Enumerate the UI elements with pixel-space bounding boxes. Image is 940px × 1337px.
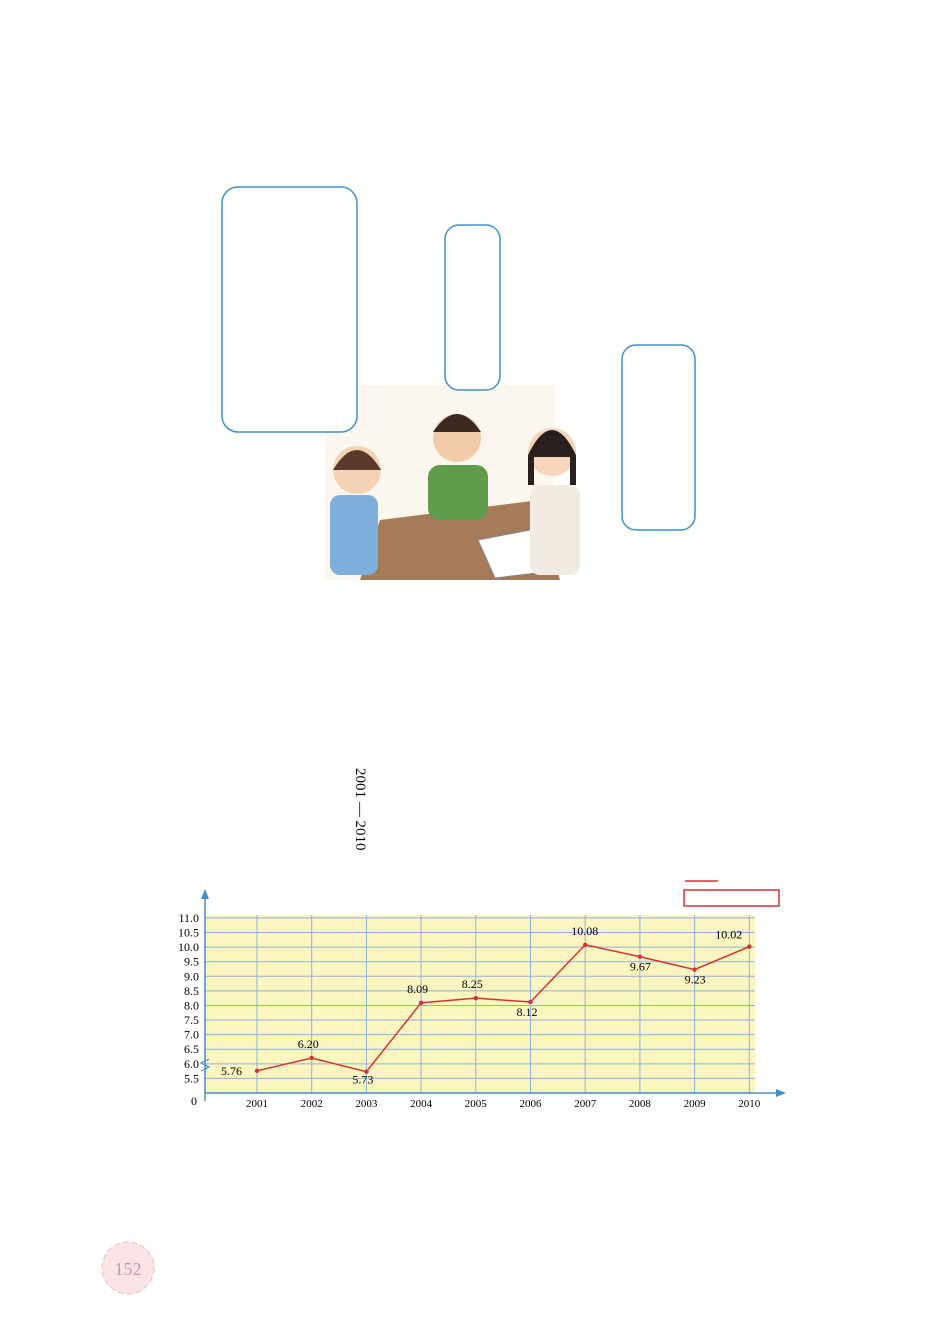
data-label: 8.09 — [407, 982, 428, 996]
y-tick-label: 11.0 — [178, 911, 199, 925]
data-point — [254, 1068, 260, 1074]
y-tick-label: 10.0 — [178, 940, 199, 954]
data-label: 8.12 — [517, 1005, 538, 1019]
data-label: 10.02 — [715, 928, 742, 942]
x-tick-label: 2005 — [465, 1098, 488, 1110]
x-tick-label: 2006 — [520, 1098, 543, 1110]
speech-bubble — [221, 186, 358, 433]
data-point — [309, 1055, 314, 1061]
data-point — [747, 944, 752, 949]
x-tick-label: 2007 — [574, 1098, 597, 1110]
data-point — [418, 1000, 424, 1006]
answer-box — [683, 889, 780, 907]
y-tick-label: 5.5 — [184, 1071, 199, 1085]
axis-origin-label: 0 — [191, 1094, 197, 1108]
illustration — [325, 385, 580, 580]
x-tick-label: 2008 — [629, 1098, 652, 1110]
page-number: 152 — [115, 1259, 142, 1279]
data-label: 10.08 — [571, 924, 598, 938]
data-point — [473, 995, 478, 1001]
y-tick-label: 10.5 — [178, 926, 199, 940]
speech-bubble — [621, 344, 696, 531]
data-label: 9.67 — [630, 960, 651, 974]
x-axis-arrow — [776, 1089, 786, 1097]
data-point — [364, 1069, 369, 1074]
y-tick-label: 6.0 — [184, 1057, 199, 1071]
y-tick-label: 6.5 — [184, 1042, 199, 1056]
data-line — [256, 943, 750, 1073]
x-tick-label: 2003 — [355, 1098, 378, 1110]
y-tick-label: 8.5 — [184, 984, 199, 998]
y-tick-label: 9.5 — [184, 955, 199, 969]
data-label: 9.23 — [685, 973, 706, 987]
page-badge — [101, 1241, 155, 1295]
x-tick-label: 2010 — [738, 1098, 761, 1110]
speech-bubble — [444, 224, 501, 391]
data-point — [583, 942, 588, 947]
y-tick-label: 7.0 — [184, 1028, 199, 1042]
y-tick-label: 8.0 — [184, 998, 199, 1012]
chart-subtitle: 2001 — 2010 — [352, 768, 368, 851]
data-label: 8.25 — [462, 977, 483, 991]
data-label: 6.20 — [298, 1037, 319, 1051]
x-tick-label: 2002 — [301, 1098, 323, 1110]
y-tick-label: 7.5 — [184, 1013, 199, 1027]
x-tick-label: 2004 — [410, 1098, 433, 1110]
y-tick-label: 9.0 — [184, 969, 199, 983]
data-point — [692, 967, 697, 972]
data-label: 5.73 — [352, 1073, 373, 1087]
data-label: 5.76 — [221, 1064, 242, 1078]
axis-break — [199, 1058, 211, 1072]
data-point — [637, 954, 643, 959]
y-axis-arrow — [201, 889, 209, 899]
data-point — [528, 999, 533, 1005]
x-tick-label: 2001 — [246, 1098, 268, 1110]
x-tick-label: 2009 — [684, 1098, 707, 1110]
plot-area — [205, 915, 755, 1093]
